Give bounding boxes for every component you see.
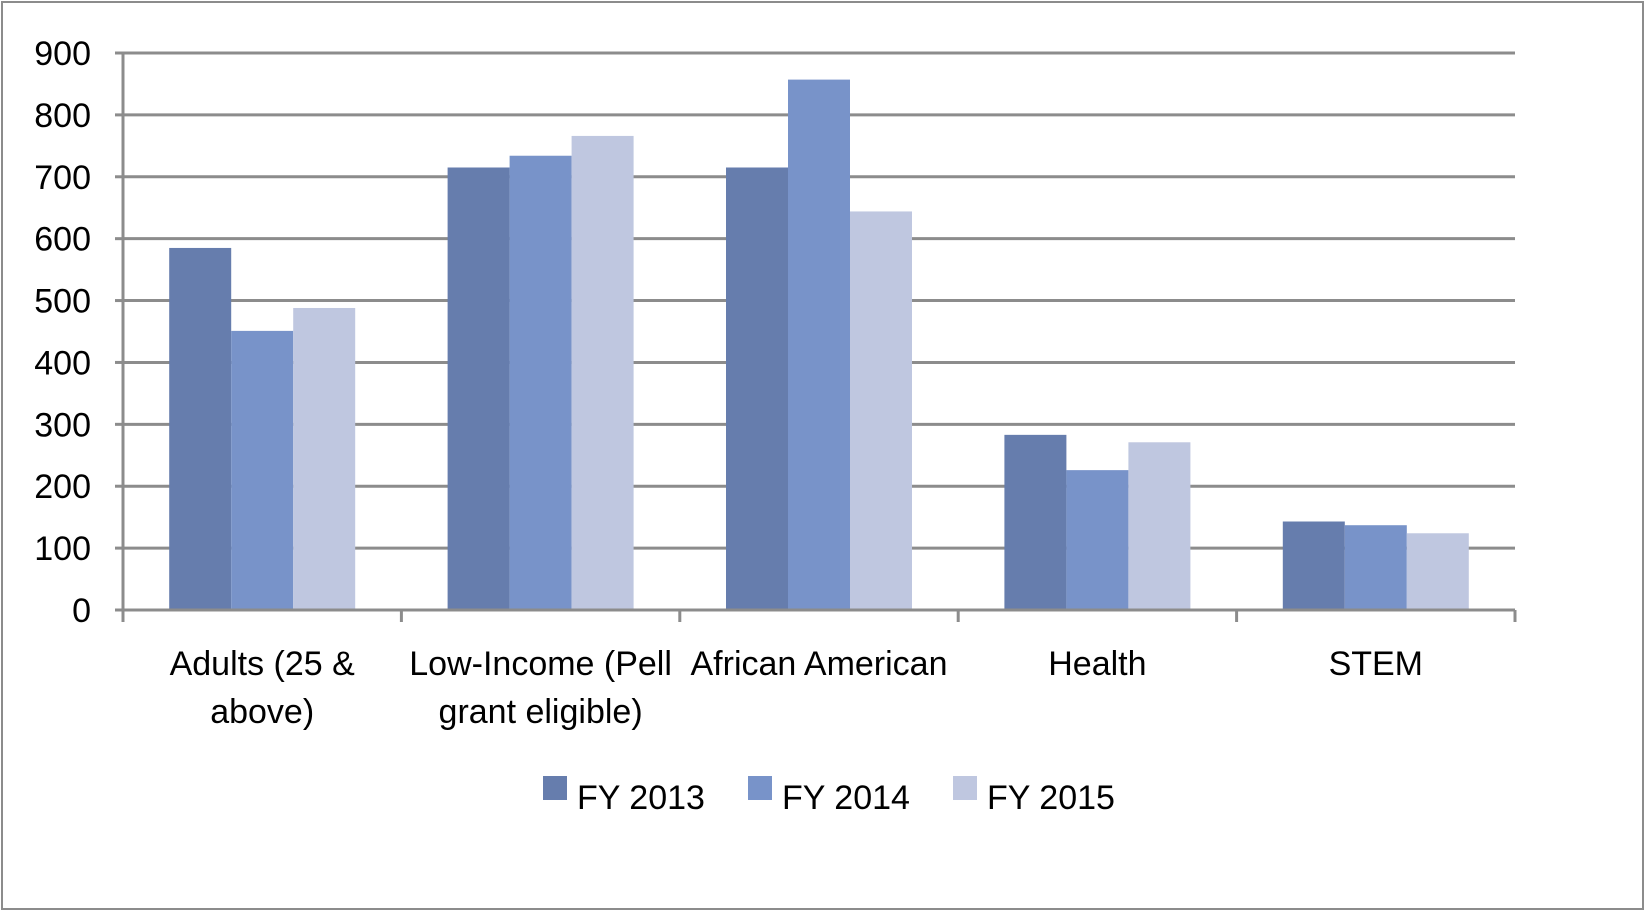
- y-tick-label: 200: [34, 468, 91, 506]
- x-tick-label: Adults (25 &: [170, 645, 356, 683]
- bar: [509, 155, 572, 611]
- y-tick-label: 600: [34, 221, 91, 259]
- bar: [1406, 533, 1469, 610]
- x-tick-labels: Adults (25 & above) Low-Income (Pell grant …: [170, 645, 1423, 731]
- x-tick-label: STEM: [1329, 645, 1423, 683]
- legend-swatch: [953, 776, 977, 800]
- bar: [231, 330, 294, 610]
- bar: [169, 247, 232, 610]
- bar: [1128, 442, 1191, 610]
- bar: [447, 167, 510, 610]
- y-tick-label: 100: [34, 530, 91, 568]
- x-tick-label: above): [210, 693, 314, 731]
- y-tick-label: 500: [34, 283, 91, 321]
- bar: [1282, 521, 1345, 610]
- x-tick-label: African American: [691, 645, 948, 683]
- y-tick-label: 0: [72, 592, 91, 630]
- bar: [1066, 470, 1129, 610]
- bar: [850, 211, 912, 611]
- bars: [169, 79, 1469, 611]
- x-tick-label: Low-Income (Pell: [409, 645, 672, 683]
- bar: [788, 79, 850, 610]
- bar: [726, 167, 788, 610]
- legend-swatch: [543, 776, 567, 800]
- bar-chart: 0 100 200 300 400 500 600 700 800 900 Adults (25 …: [34, 35, 1517, 817]
- legend-label: FY 2015: [987, 779, 1115, 817]
- y-tick-label: 300: [34, 406, 91, 444]
- x-tick-label: grant eligible): [439, 693, 643, 731]
- y-tick-label: 900: [34, 35, 91, 73]
- legend-label: FY 2014: [782, 779, 910, 817]
- y-tick-label: 700: [34, 159, 91, 197]
- y-tick-label: 800: [34, 97, 91, 135]
- bar: [1344, 525, 1407, 610]
- axes: [115, 51, 1517, 622]
- y-tick-labels: 0 100 200 300 400 500 600 700 800 900: [34, 35, 91, 630]
- legend: FY 2013 FY 2014 FY 2015: [543, 776, 1115, 817]
- bar: [293, 307, 356, 610]
- bar: [1004, 434, 1067, 610]
- y-tick-label: 400: [34, 344, 91, 382]
- bar: [571, 135, 634, 611]
- x-tick-label: Health: [1048, 645, 1146, 683]
- legend-swatch: [748, 776, 772, 800]
- legend-label: FY 2013: [577, 779, 705, 817]
